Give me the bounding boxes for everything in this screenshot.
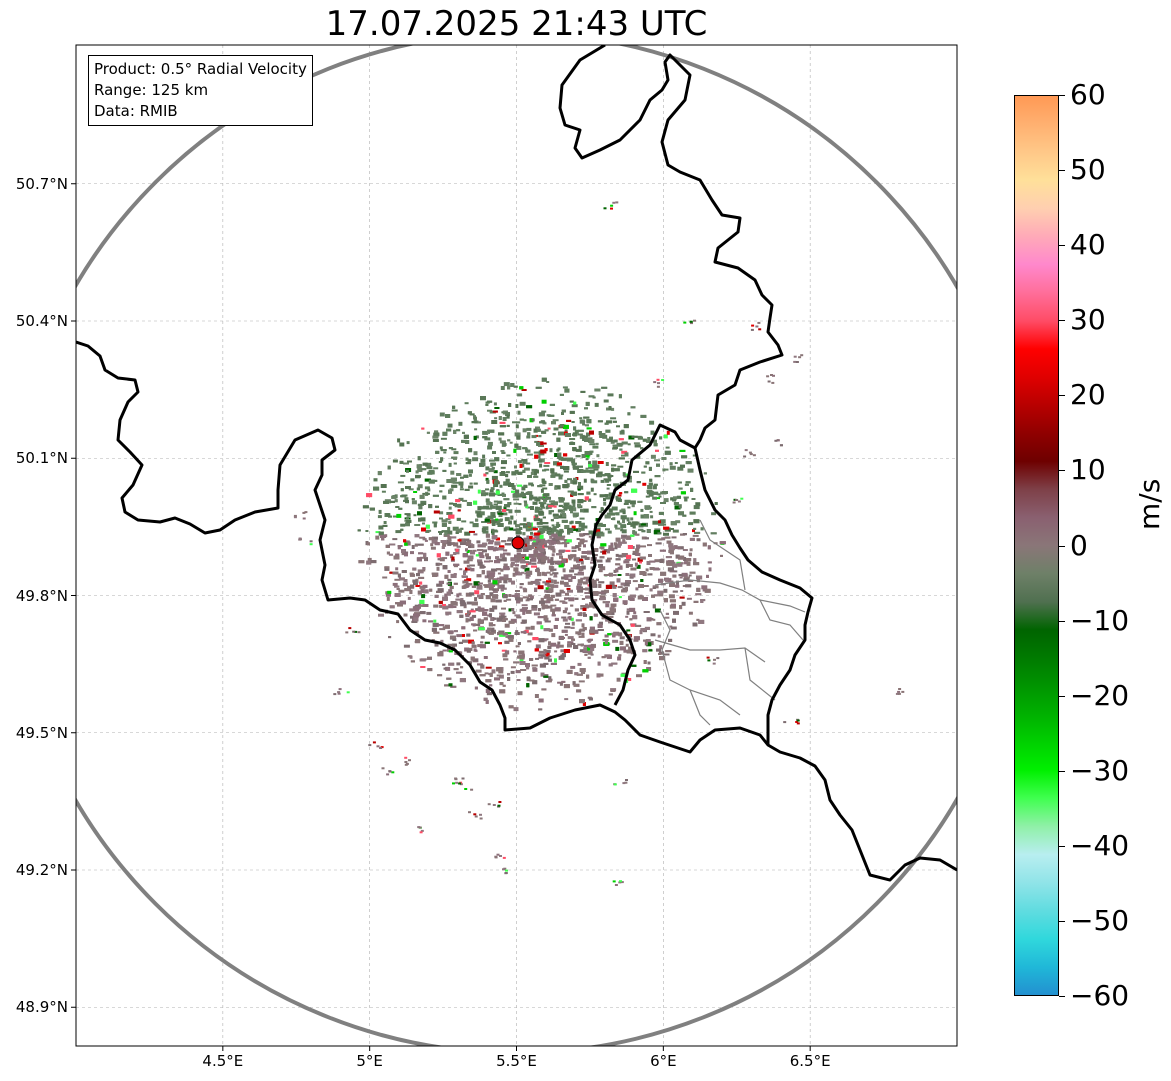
map-title: 17.07.2025 21:43 UTC [325,4,708,44]
colorbar-tick [1059,695,1065,697]
colorbar-tick-label: −60 [1070,979,1130,1012]
info-product: Product: 0.5° Radial Velocity [94,60,307,78]
radar-echoes [293,201,905,886]
lat-tick-label: 50.4°N [15,312,68,330]
grid-lines [76,45,957,1046]
colorbar-tick [1059,245,1065,247]
velocity-colorbar [1014,95,1059,996]
lon-tick-label: 6°E [650,1052,677,1070]
colorbar-tick [1059,845,1065,847]
colorbar-tick [1059,470,1065,472]
colorbar-tick-label: −20 [1070,678,1130,712]
colorbar-tick-label: 50 [1070,153,1106,187]
colorbar-tick [1059,95,1065,96]
axis-ticks [71,183,811,1051]
colorbar-unit-label: m/s [1133,478,1166,530]
colorbar-tick-label: 20 [1070,378,1106,412]
colorbar-tick [1059,170,1065,172]
product-info-box: Product: 0.5° Radial Velocity Range: 125… [88,55,313,126]
colorbar-tick-label: −30 [1070,753,1130,787]
colorbar-tick [1059,920,1065,922]
colorbar-tick-label: 40 [1070,228,1106,262]
colorbar-tick-label: 60 [1070,78,1106,111]
info-data-source: Data: RMIB [94,102,178,120]
colorbar-tick-label: 0 [1070,528,1088,562]
colorbar-tick [1059,395,1065,397]
colorbar-tick [1059,545,1065,547]
info-range: Range: 125 km [94,81,209,99]
colorbar-tick [1059,620,1065,622]
lat-tick-label: 48.9°N [15,998,68,1017]
lat-tick-label: 49.5°N [15,723,68,742]
colorbar-tick-label: 30 [1070,303,1106,337]
colorbar-tick [1059,770,1065,772]
lon-tick-label: 6.5°E [789,1052,831,1070]
lon-tick-label: 5.5°E [496,1052,537,1070]
lon-tick-label: 5°E [356,1052,383,1070]
country-borders [76,45,957,882]
colorbar-tick [1059,996,1065,997]
lon-tick-label: 4.5°E [202,1052,244,1070]
colorbar-tick-label: −10 [1070,603,1130,637]
colorbar-tick-label: 10 [1070,453,1106,487]
admin-boundaries [654,519,806,726]
lat-tick-label: 50.7°N [15,174,68,193]
colorbar-tick [1059,320,1065,322]
lat-tick-label: 49.2°N [15,861,68,879]
colorbar-tick-label: −50 [1070,903,1130,937]
radar-site-marker[interactable] [511,536,525,550]
lat-tick-label: 49.8°N [15,586,68,605]
colorbar-tick-label: −40 [1070,828,1130,862]
lat-tick-label: 50.1°N [15,449,68,468]
